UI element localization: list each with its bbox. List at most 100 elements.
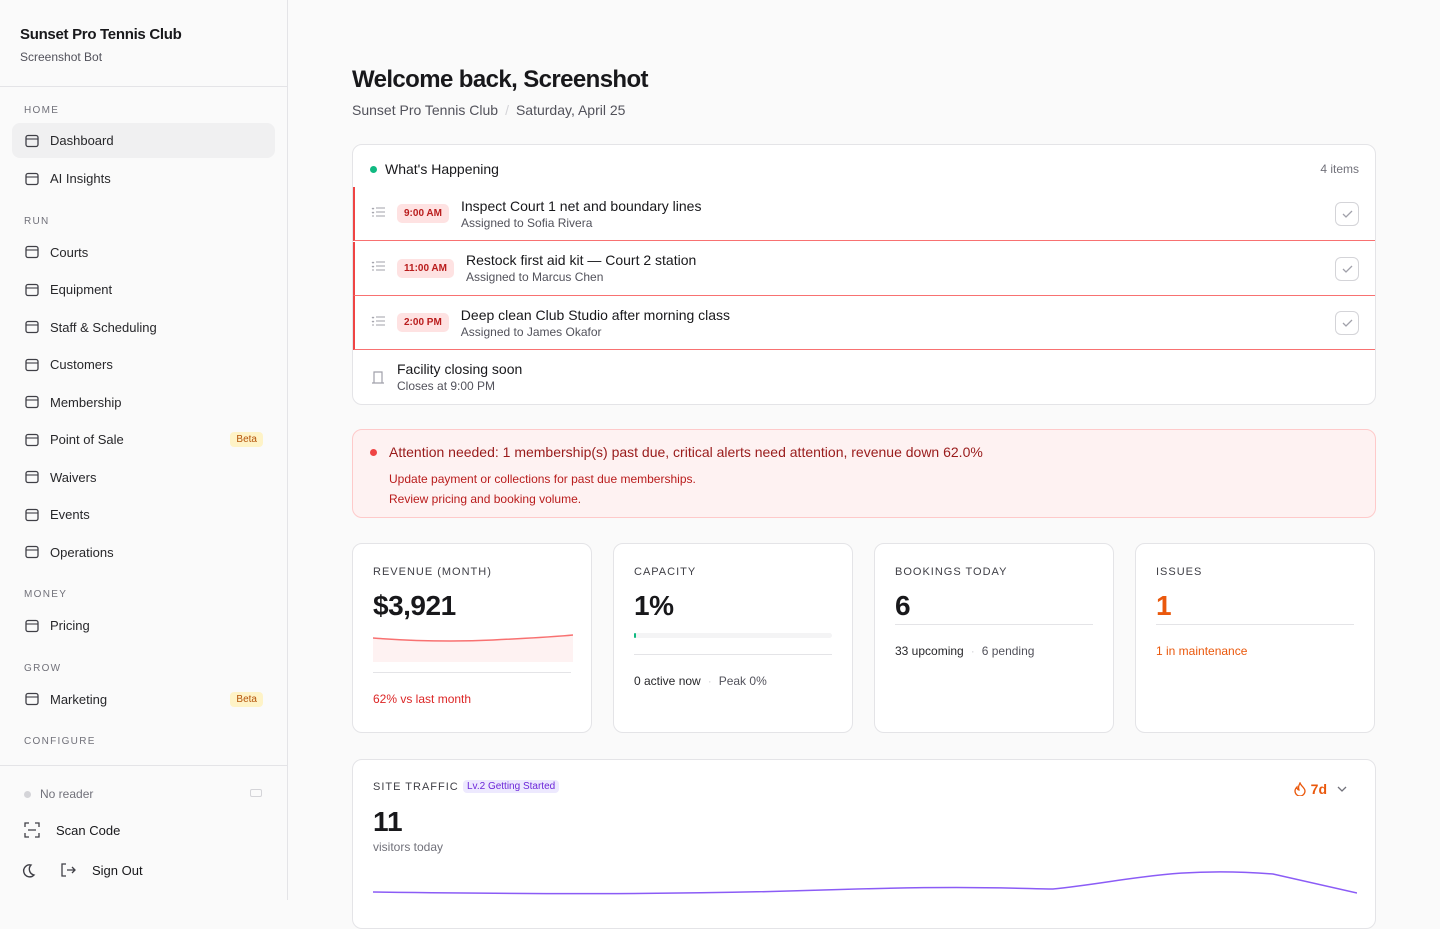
card-title: What's Happening bbox=[385, 161, 499, 177]
stat-value: 1 bbox=[1156, 590, 1172, 621]
nav-icon bbox=[25, 433, 39, 446]
task-text: Inspect Court 1 net and boundary lines As… bbox=[461, 198, 702, 230]
nav-icon bbox=[25, 619, 39, 632]
nav-label: Courts bbox=[50, 244, 89, 260]
task-row: 9:00 AM Inspect Court 1 net and boundary … bbox=[353, 187, 1375, 241]
stat-foot-text: Peak 0% bbox=[718, 674, 767, 688]
stat-foot: 1 in maintenance bbox=[1156, 644, 1247, 658]
nav: HOME Dashboard AI Insights RUN Courts Equipme… bbox=[0, 86, 287, 754]
stat-value: $3,921 bbox=[373, 590, 456, 621]
nav-item[interactable]: Customers bbox=[12, 346, 275, 384]
nav-badge: Beta bbox=[230, 691, 263, 707]
stat-foot-text: 0 active now bbox=[634, 674, 701, 688]
nav-icon bbox=[25, 471, 39, 484]
nav-item[interactable]: Waivers bbox=[12, 459, 275, 497]
traffic-sparkline bbox=[373, 871, 1357, 895]
happening-card: What's Happening 4 items Facility closin… bbox=[352, 144, 1376, 405]
task-assignee: Assigned to Marcus Chen bbox=[465, 270, 604, 284]
nav-item[interactable]: Staff & Scheduling bbox=[12, 309, 275, 347]
scan-code[interactable]: Scan Code bbox=[24, 822, 120, 838]
task-check[interactable] bbox=[1335, 256, 1359, 281]
nav-label: Marketing bbox=[50, 691, 108, 707]
nav-label: Dashboard bbox=[50, 133, 114, 148]
nav-item[interactable]: Pricing bbox=[12, 607, 275, 645]
stat-foot: 33 upcoming · 6 pending bbox=[895, 644, 1034, 658]
task-title: Deep clean Club Studio after morning cla… bbox=[460, 306, 731, 323]
notice-sub: Closes at 9:00 PM bbox=[397, 379, 496, 393]
nav-label: Point of Sale bbox=[50, 432, 124, 448]
nav-icon bbox=[25, 283, 39, 296]
nav-item[interactable]: Operations bbox=[12, 534, 275, 572]
notice-title: Facility closing soon bbox=[397, 361, 523, 377]
stat-value: 1% bbox=[634, 590, 674, 621]
page: Sunset Pro Tennis Club Screenshot Bot HO… bbox=[0, 0, 1376, 929]
task-icon bbox=[371, 259, 385, 277]
nav-icon bbox=[25, 358, 39, 371]
alert: Attention needed: 1 membership(s) past d… bbox=[352, 429, 1376, 518]
task-title: Restock first aid kit — Court 2 station bbox=[465, 252, 697, 268]
nav-icon bbox=[25, 546, 39, 559]
nav-item[interactable]: AI Insights bbox=[12, 160, 275, 198]
stat-foot-text: 33 upcoming bbox=[895, 644, 964, 658]
stat-label: BOOKINGS TODAY bbox=[895, 566, 1008, 578]
nav-icon bbox=[25, 693, 39, 706]
sign-out[interactable]: Sign Out bbox=[60, 862, 143, 878]
stat-card: REVENUE (MONTH) $3,921 62% vs last month bbox=[352, 543, 592, 733]
task-row: 2:00 PM Deep clean Club Studio after morn… bbox=[353, 296, 1375, 350]
task-row: 11:00 AM Restock first aid kit — Court 2 … bbox=[353, 241, 1375, 296]
task-time: 9:00 AM bbox=[397, 204, 449, 223]
streak-value: 7d bbox=[1310, 781, 1327, 797]
stat-label: ISSUES bbox=[1156, 566, 1203, 578]
nav-icon bbox=[25, 172, 39, 185]
alert-line: Update payment or collections for past d… bbox=[389, 472, 696, 486]
nav-icon bbox=[25, 134, 39, 147]
nav-item[interactable]: Marketing Beta bbox=[12, 681, 275, 719]
task-text: Deep clean Club Studio after morning cla… bbox=[461, 307, 730, 339]
task-time: 11:00 AM bbox=[397, 258, 454, 278]
stat-foot-text: 6 pending bbox=[981, 644, 1035, 658]
scan-label: Scan Code bbox=[56, 822, 121, 838]
task-check[interactable] bbox=[1335, 202, 1359, 226]
nav-item[interactable]: Courts bbox=[12, 234, 275, 272]
alert-line: Review pricing and booking volume. bbox=[389, 492, 582, 506]
reader-label: No reader bbox=[40, 787, 94, 801]
nav-item[interactable]: Events bbox=[12, 496, 275, 534]
sidebar: Sunset Pro Tennis Club Screenshot Bot HO… bbox=[0, 0, 288, 900]
stat-label: CAPACITY bbox=[634, 566, 697, 578]
nav-label: Equipment bbox=[50, 282, 113, 298]
nav-section-title: HOME bbox=[24, 105, 60, 116]
separator: · bbox=[970, 644, 975, 658]
nav-label: Staff & Scheduling bbox=[50, 319, 157, 335]
nav-label: Waivers bbox=[50, 469, 97, 485]
nav-label: Pricing bbox=[50, 618, 90, 634]
reader-icon bbox=[250, 789, 262, 797]
nav-item[interactable]: Point of Sale Beta bbox=[12, 421, 275, 459]
task-check[interactable] bbox=[1335, 311, 1359, 335]
task-time: 2:00 PM bbox=[397, 313, 449, 332]
streak[interactable]: 7d bbox=[1294, 781, 1347, 797]
nav-icon bbox=[25, 246, 39, 259]
stat-foot-text: 1 in maintenance bbox=[1156, 644, 1248, 658]
alert-title: Attention needed: 1 membership(s) past d… bbox=[389, 444, 983, 460]
task-icon bbox=[371, 314, 385, 332]
nav-label: Events bbox=[50, 507, 90, 523]
page-title: Welcome back, Screenshot bbox=[352, 66, 649, 93]
nav-item[interactable]: Membership bbox=[12, 384, 275, 422]
nav-item[interactable]: Equipment bbox=[12, 271, 275, 309]
nav-section-title: MONEY bbox=[24, 589, 68, 600]
signout-label: Sign Out bbox=[92, 862, 143, 878]
nav-section-title: GROW bbox=[24, 662, 62, 674]
nav-item[interactable]: Dashboard bbox=[12, 123, 275, 158]
stat-foot: 0 active now · Peak 0% bbox=[634, 674, 767, 688]
crumb: Saturday, April 25 bbox=[515, 102, 626, 118]
theme-toggle[interactable] bbox=[20, 863, 36, 879]
nav-section-title: RUN bbox=[24, 215, 50, 227]
traffic-value: 11 bbox=[373, 806, 403, 837]
task-icon bbox=[371, 205, 385, 223]
crumb: Sunset Pro Tennis Club bbox=[352, 102, 499, 118]
user-name: Screenshot Bot bbox=[20, 50, 103, 64]
stat-foot: 62% vs last month bbox=[373, 692, 471, 706]
stat-card: CAPACITY 1% 0 active now · Peak 0% bbox=[613, 543, 853, 733]
notice-row: Facility closing soon Closes at 9:00 PM bbox=[353, 350, 1375, 404]
sidebar-footer: No reader Scan Code Sign Out bbox=[0, 765, 287, 900]
